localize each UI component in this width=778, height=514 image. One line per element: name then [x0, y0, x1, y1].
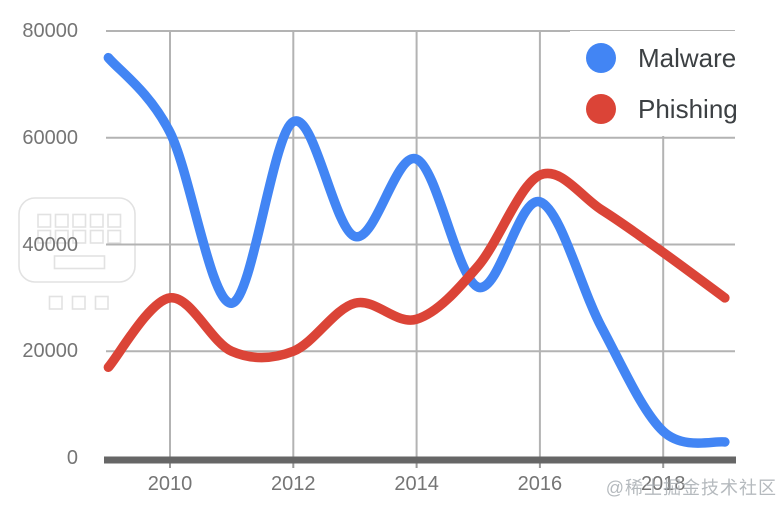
- x-tick-label: 2014: [394, 473, 439, 495]
- legend-label-phishing: Phishing: [638, 93, 738, 124]
- x-tick-label: 2016: [517, 473, 563, 495]
- squares-icon: [48, 295, 109, 310]
- keyboard-icon: [18, 197, 136, 283]
- y-tick-label: 60000: [22, 126, 78, 149]
- legend-label-malware: Malware: [638, 42, 737, 73]
- phishing-line: [103, 168, 730, 373]
- malware-swatch-icon: [586, 43, 616, 73]
- y-tick-label: 80000: [22, 20, 78, 42]
- x-tick-label: 2010: [147, 473, 193, 495]
- x-tick-label: 2018: [640, 473, 686, 495]
- legend-item-malware[interactable]: Malware: [586, 43, 738, 73]
- malware-line: [103, 52, 730, 448]
- phishing-swatch-icon: [586, 94, 616, 124]
- y-tick-label: 20000: [22, 340, 78, 363]
- x-tick-label: 2012: [271, 473, 316, 495]
- y-tick-label: 40000: [22, 233, 78, 256]
- watermark: @稀土掘金技术社区: [605, 478, 777, 498]
- y-tick-label: 0: [66, 447, 78, 469]
- legend: Malware Phishing: [570, 31, 756, 136]
- legend-item-phishing[interactable]: Phishing: [586, 94, 738, 124]
